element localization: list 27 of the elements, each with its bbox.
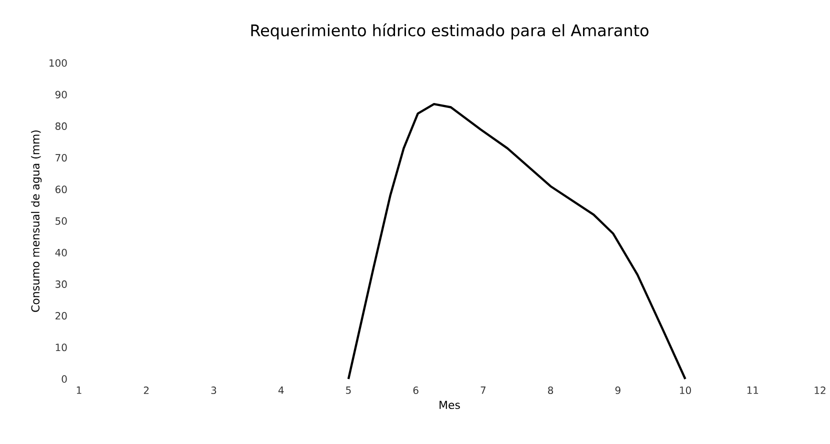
- y-tick-label: 20: [56, 312, 67, 320]
- y-tick-label: 50: [56, 217, 67, 225]
- x-tick-label: 10: [680, 386, 691, 394]
- y-tick-label: 80: [55, 122, 67, 130]
- x-tick-label: 6: [413, 386, 418, 394]
- x-axis-title: Mes: [440, 400, 460, 410]
- y-tick-label: 30: [56, 280, 67, 288]
- y-tick-label: 100: [50, 59, 67, 67]
- x-tick-label: 3: [211, 386, 216, 394]
- y-tick-label: 90: [55, 90, 67, 98]
- y-tick-label: 0: [62, 375, 67, 383]
- x-tick-label: 7: [480, 386, 486, 394]
- chart-title: Requerimiento hídrico estimado para el Amaranto: [251, 23, 648, 40]
- x-tick-label: 5: [346, 386, 351, 394]
- x-tick-label: 8: [548, 386, 554, 394]
- x-tick-label: 2: [144, 386, 149, 394]
- x-tick-label: 12: [814, 386, 826, 394]
- y-tick-label: 60: [56, 186, 67, 194]
- x-tick-label: 9: [615, 386, 620, 394]
- x-tick-label: 4: [278, 386, 284, 394]
- line-series: [347, 102, 686, 380]
- y-tick-label: 40: [55, 248, 67, 256]
- y-axis-title: Consumo mensual de agua (mm): [31, 130, 42, 312]
- x-tick-label: 11: [747, 386, 758, 394]
- y-tick-label: 10: [56, 344, 67, 352]
- y-tick-label: 70: [56, 154, 67, 162]
- x-tick-label: 1: [76, 386, 82, 394]
